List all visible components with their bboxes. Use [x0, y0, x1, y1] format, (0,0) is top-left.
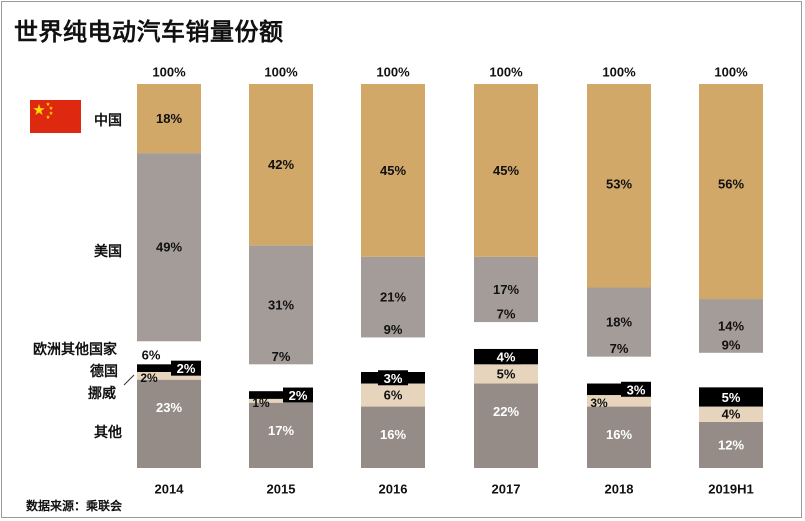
label-germany-2015: 2% [289, 388, 308, 403]
label-norway-2019H1: 4% [722, 407, 741, 422]
label-norway-2015: 1% [252, 396, 270, 410]
label-total-2017: 100% [489, 65, 523, 80]
bar-china-2014 [137, 84, 201, 154]
label-germany-2014: 2% [177, 361, 196, 376]
bar-norway-2014 [137, 372, 201, 380]
bar-norway-2016 [361, 383, 425, 407]
label-other-2016: 16% [380, 427, 406, 442]
tag-germany-2019H1 [716, 389, 746, 405]
label-china-2015: 42% [268, 157, 294, 172]
bar-usa-2017 [474, 256, 538, 323]
tick-label-2015: 2015 [267, 482, 296, 497]
row-label-other-europe: 欧洲其他国家 [33, 341, 117, 357]
bar-other-2014 [137, 379, 201, 468]
row-label-norway: 挪威 [88, 385, 116, 401]
row-label-china: 中国 [94, 112, 122, 128]
bar-usa-2016 [361, 256, 425, 338]
label-other-2014: 23% [156, 400, 182, 415]
label-norway-2017: 5% [497, 366, 516, 381]
tag-germany-2018 [621, 381, 651, 397]
bar-other-2016 [361, 406, 425, 468]
label-other-europe-2019H1: 9% [722, 337, 741, 352]
bar-other-2017 [474, 383, 538, 468]
bar-china-2015 [249, 84, 313, 246]
bar-china-2017 [474, 84, 538, 257]
tick-label-2018: 2018 [605, 482, 634, 497]
bar-usa-2014 [137, 153, 201, 342]
bar-china-2016 [361, 84, 425, 257]
label-other-2017: 22% [493, 404, 519, 419]
label-total-2018: 100% [602, 65, 636, 80]
label-germany-2017: 4% [497, 350, 516, 365]
label-usa-2015: 31% [268, 297, 294, 312]
label-usa-2016: 21% [380, 290, 406, 305]
bar-other-2018 [587, 406, 651, 468]
label-total-2019H1: 100% [714, 65, 748, 80]
label-total-2016: 100% [376, 65, 410, 80]
chart-title: 世界纯电动汽车销量份额 [14, 19, 284, 46]
label-usa-2014: 49% [156, 240, 182, 255]
tick-label-2016: 2016 [379, 482, 408, 497]
label-china-2016: 45% [380, 163, 406, 178]
data-source: 数据来源：乘联会 [26, 499, 123, 513]
label-usa-2019H1: 14% [718, 318, 744, 333]
china-flag-icon [30, 100, 81, 133]
tag-germany-2016 [378, 370, 408, 386]
label-norway-2014: 2% [140, 371, 158, 385]
tick-label-2014: 2014 [155, 482, 185, 497]
tick-label-2017: 2017 [492, 482, 521, 497]
bar-norway-2015 [249, 398, 313, 403]
bar-usa-2019H1 [699, 299, 763, 353]
label-china-2018: 53% [606, 177, 632, 192]
bar-usa-2018 [587, 287, 651, 357]
label-other-2015: 17% [268, 423, 294, 438]
tick-label-2019H1: 2019H1 [708, 482, 754, 497]
bar-germany-2015 [249, 391, 313, 399]
label-total-2015: 100% [264, 65, 298, 80]
label-other-2018: 16% [606, 427, 632, 442]
label-other-europe-2018: 7% [610, 341, 629, 356]
label-usa-2017: 17% [493, 282, 519, 297]
bar-norway-2017 [474, 364, 538, 384]
bar-other-2015 [249, 402, 313, 468]
label-norway-2018: 3% [590, 396, 608, 410]
label-china-2014: 18% [156, 111, 182, 126]
bar-norway-2018 [587, 395, 651, 407]
row-label-usa: 美国 [94, 243, 122, 259]
bar-norway-2019H1 [699, 406, 763, 422]
label-other-europe-2014: 6% [142, 347, 161, 362]
label-total-2014: 100% [152, 65, 186, 80]
bar-germany-2018 [587, 383, 651, 396]
label-germany-2018: 3% [627, 382, 646, 397]
bar-china-2018 [587, 84, 651, 288]
row-label-germany: 德国 [90, 363, 118, 379]
label-china-2017: 45% [493, 163, 519, 178]
label-other-europe-2016: 9% [384, 322, 403, 337]
tag-germany-2017 [491, 349, 521, 365]
bar-china-2019H1 [699, 84, 763, 300]
tag-germany-2014 [171, 360, 201, 376]
row-label-other: 其他 [94, 424, 122, 440]
norway-leader-line [123, 374, 135, 386]
label-germany-2016: 3% [384, 371, 403, 386]
label-germany-2019H1: 5% [722, 390, 741, 405]
label-norway-2016: 6% [384, 388, 403, 403]
bar-other-2019H1 [699, 421, 763, 468]
label-usa-2018: 18% [606, 315, 632, 330]
bar-usa-2015 [249, 245, 313, 365]
label-other-2019H1: 12% [718, 437, 744, 452]
label-china-2019H1: 56% [718, 177, 744, 192]
tag-germany-2015 [283, 387, 313, 403]
bar-germany-2014 [137, 364, 201, 372]
label-other-europe-2017: 7% [497, 307, 516, 322]
label-other-europe-2015: 7% [272, 349, 291, 364]
